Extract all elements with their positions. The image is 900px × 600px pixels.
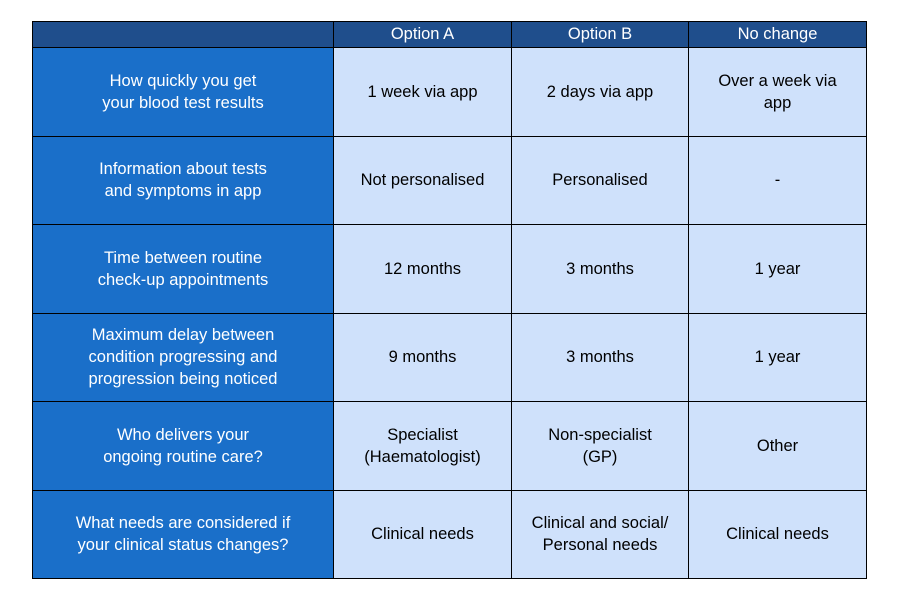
option-a-cell: 1 week via app bbox=[333, 47, 512, 137]
table-row: Maximum delay between condition progress… bbox=[32, 312, 867, 402]
attribute-cell: Who delivers your ongoing routine care? bbox=[32, 401, 334, 491]
no-change-cell: - bbox=[688, 135, 867, 225]
choice-table: Option A Option B No change How quickly … bbox=[32, 21, 867, 579]
option-b-cell: Clinical and social/ Personal needs bbox=[511, 489, 689, 579]
option-b-cell: 3 months bbox=[511, 312, 689, 402]
option-a-cell: Clinical needs bbox=[333, 489, 512, 579]
attribute-cell: Information about tests and symptoms in … bbox=[32, 135, 334, 225]
choice-table-container: Option A Option B No change How quickly … bbox=[32, 21, 867, 579]
header-corner-cell bbox=[32, 21, 334, 48]
attribute-cell: Maximum delay between condition progress… bbox=[32, 312, 334, 402]
attribute-cell: What needs are considered if your clinic… bbox=[32, 489, 334, 579]
table-row: Who delivers your ongoing routine care? … bbox=[32, 401, 867, 491]
no-change-cell: 1 year bbox=[688, 312, 867, 402]
attribute-cell: How quickly you get your blood test resu… bbox=[32, 47, 334, 137]
header-row: Option A Option B No change bbox=[32, 21, 867, 48]
header-option-a: Option A bbox=[333, 21, 512, 48]
no-change-cell: 1 year bbox=[688, 224, 867, 314]
option-b-cell: Non-specialist (GP) bbox=[511, 401, 689, 491]
header-no-change: No change bbox=[688, 21, 867, 48]
table-row: Information about tests and symptoms in … bbox=[32, 135, 867, 225]
no-change-cell: Clinical needs bbox=[688, 489, 867, 579]
table-row: How quickly you get your blood test resu… bbox=[32, 47, 867, 137]
option-a-cell: 12 months bbox=[333, 224, 512, 314]
option-a-cell: 9 months bbox=[333, 312, 512, 402]
table-row: What needs are considered if your clinic… bbox=[32, 489, 867, 579]
option-b-cell: 3 months bbox=[511, 224, 689, 314]
no-change-cell: Over a week via app bbox=[688, 47, 867, 137]
attribute-cell: Time between routine check-up appointmen… bbox=[32, 224, 334, 314]
no-change-cell: Other bbox=[688, 401, 867, 491]
option-a-cell: Not personalised bbox=[333, 135, 512, 225]
option-b-cell: 2 days via app bbox=[511, 47, 689, 137]
table-row: Time between routine check-up appointmen… bbox=[32, 224, 867, 314]
header-option-b: Option B bbox=[511, 21, 689, 48]
option-a-cell: Specialist (Haematologist) bbox=[333, 401, 512, 491]
option-b-cell: Personalised bbox=[511, 135, 689, 225]
